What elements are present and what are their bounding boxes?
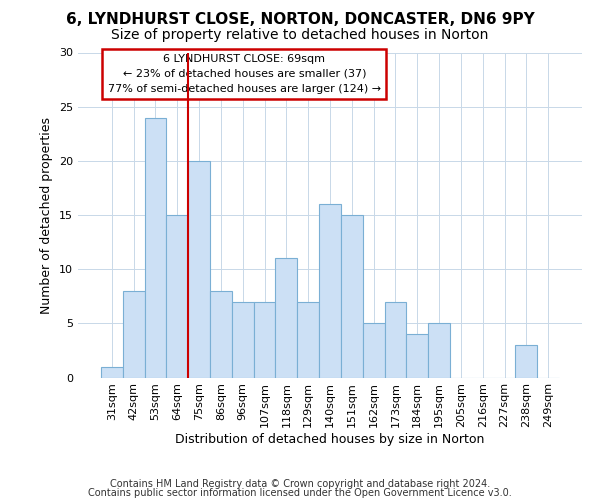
Bar [275, 258, 297, 378]
Bar [166, 215, 188, 378]
Bar [341, 215, 363, 378]
Text: 6, LYNDHURST CLOSE, NORTON, DONCASTER, DN6 9PY: 6, LYNDHURST CLOSE, NORTON, DONCASTER, D… [65, 12, 535, 28]
Bar [232, 302, 254, 378]
X-axis label: Distribution of detached houses by size in Norton: Distribution of detached houses by size … [175, 433, 485, 446]
Text: Contains public sector information licensed under the Open Government Licence v3: Contains public sector information licen… [88, 488, 512, 498]
Text: Size of property relative to detached houses in Norton: Size of property relative to detached ho… [112, 28, 488, 42]
Bar [406, 334, 428, 378]
Bar [123, 291, 145, 378]
Bar [254, 302, 275, 378]
Bar [210, 291, 232, 378]
Text: Contains HM Land Registry data © Crown copyright and database right 2024.: Contains HM Land Registry data © Crown c… [110, 479, 490, 489]
Bar [101, 366, 123, 378]
Bar [385, 302, 406, 378]
Bar [188, 161, 210, 378]
Bar [297, 302, 319, 378]
Bar [145, 118, 166, 378]
Text: 6 LYNDHURST CLOSE: 69sqm
← 23% of detached houses are smaller (37)
77% of semi-d: 6 LYNDHURST CLOSE: 69sqm ← 23% of detach… [108, 54, 381, 94]
Bar [363, 324, 385, 378]
Y-axis label: Number of detached properties: Number of detached properties [40, 116, 53, 314]
Bar [319, 204, 341, 378]
Bar [515, 345, 537, 378]
Bar [428, 324, 450, 378]
